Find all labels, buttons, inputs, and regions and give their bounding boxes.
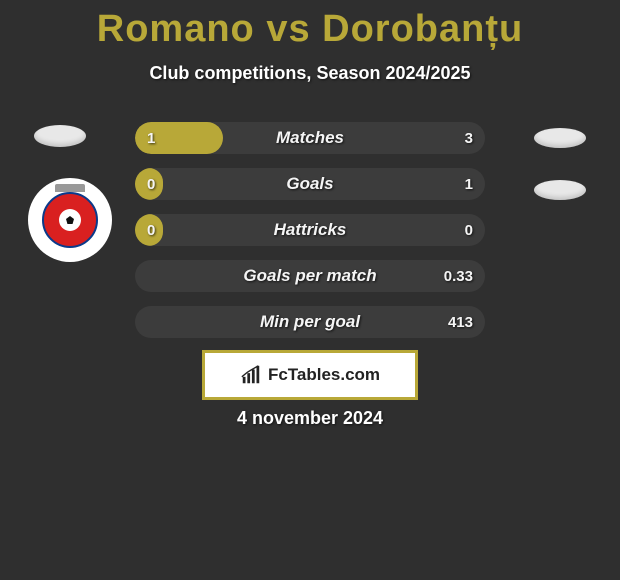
bar-label: Matches bbox=[135, 122, 485, 154]
chart-icon bbox=[240, 364, 262, 386]
bar-goals-per-match: Goals per match 0.33 bbox=[135, 260, 485, 292]
bar-label: Hattricks bbox=[135, 214, 485, 246]
subtitle: Club competitions, Season 2024/2025 bbox=[0, 63, 620, 84]
bar-val-right: 0.33 bbox=[444, 260, 473, 292]
bar-val-right: 1 bbox=[465, 168, 473, 200]
bar-hattricks: 0 Hattricks 0 bbox=[135, 214, 485, 246]
player-right-badge-1 bbox=[534, 128, 586, 148]
player-right-badge-2 bbox=[534, 180, 586, 200]
bar-label: Goals per match bbox=[135, 260, 485, 292]
date-text: 4 november 2024 bbox=[0, 408, 620, 429]
club-logo bbox=[28, 178, 112, 262]
bar-goals: 0 Goals 1 bbox=[135, 168, 485, 200]
bar-min-per-goal: Min per goal 413 bbox=[135, 306, 485, 338]
bar-matches: 1 Matches 3 bbox=[135, 122, 485, 154]
ball-icon bbox=[59, 209, 81, 231]
footer-brand-text: FcTables.com bbox=[268, 365, 380, 385]
shield-icon bbox=[42, 192, 98, 248]
page-title: Romano vs Dorobanțu bbox=[0, 0, 620, 51]
bar-val-right: 3 bbox=[465, 122, 473, 154]
bar-label: Min per goal bbox=[135, 306, 485, 338]
player-left-badge bbox=[34, 125, 86, 147]
bar-val-right: 0 bbox=[465, 214, 473, 246]
bar-label: Goals bbox=[135, 168, 485, 200]
footer-brand-box[interactable]: FcTables.com bbox=[202, 350, 418, 400]
bar-val-right: 413 bbox=[448, 306, 473, 338]
comparison-bars: 1 Matches 3 0 Goals 1 0 Hattricks 0 Goal… bbox=[135, 122, 485, 352]
